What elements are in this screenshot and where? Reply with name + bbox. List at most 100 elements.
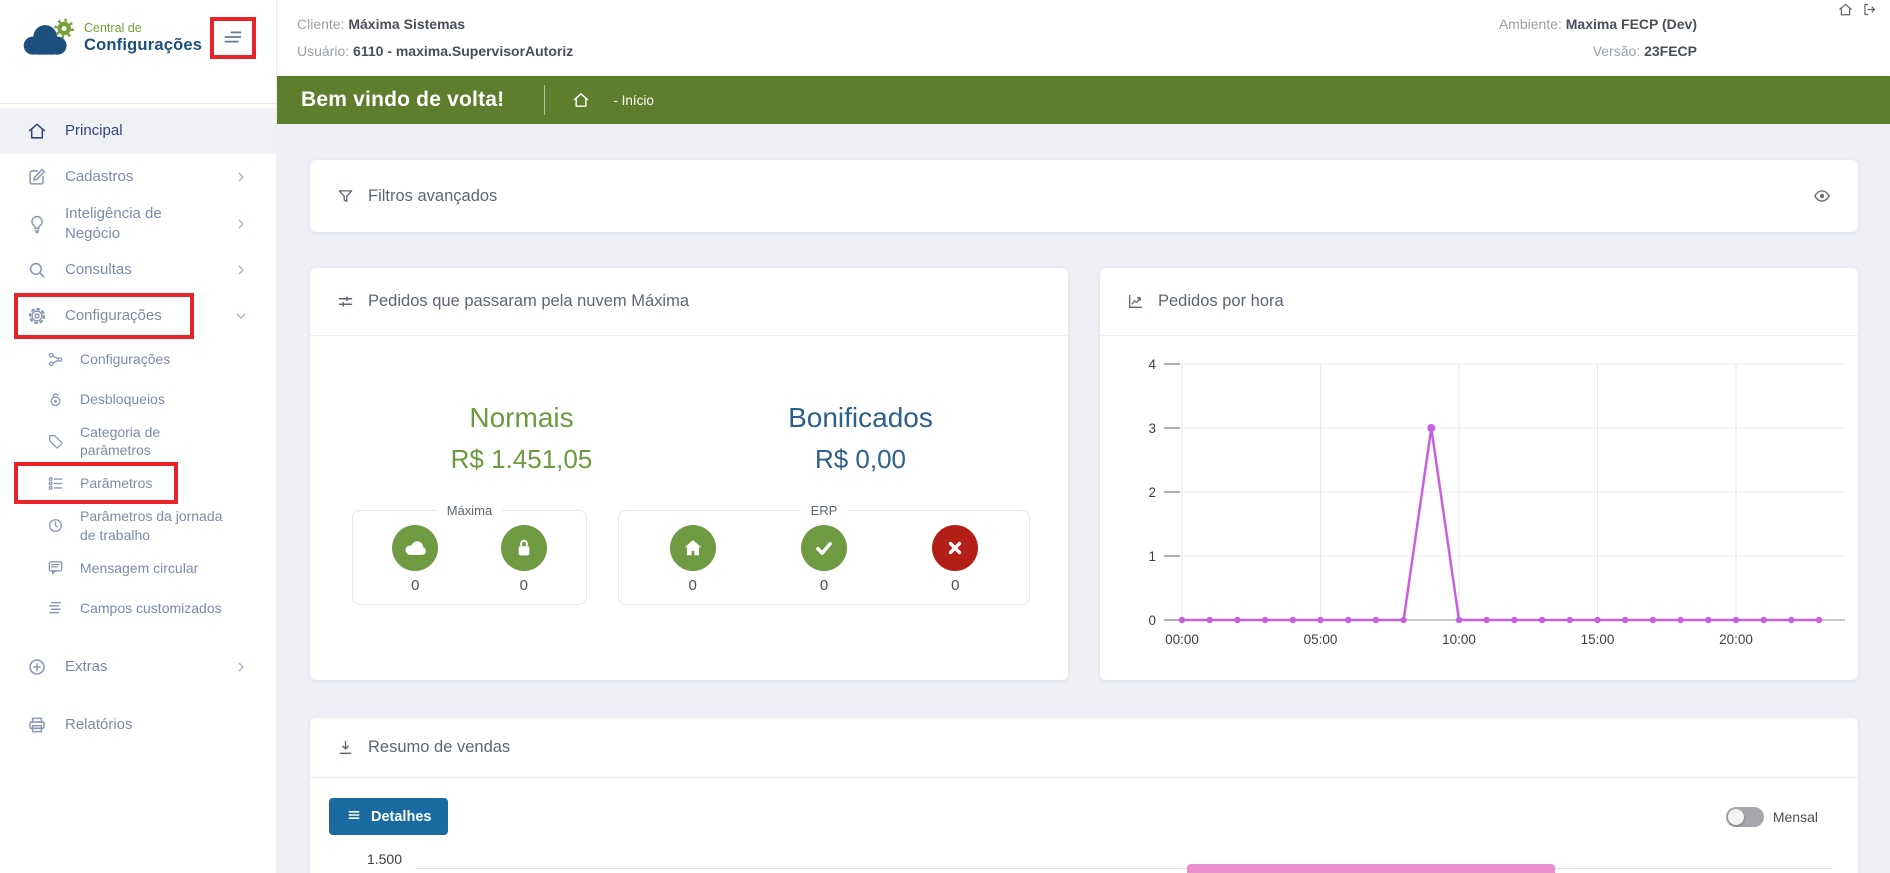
details-button-label: Detalhes (371, 809, 431, 825)
page-content: Filtros avançados Pedidos que passaram p… (277, 124, 1890, 873)
status-groups: Máxima00ERP000 (352, 510, 1030, 605)
sidebar-item-label: Configurações (65, 306, 233, 326)
stat-value: R$ 1.451,05 (352, 444, 691, 475)
sidebar-item-configuracoes[interactable]: Configurações (0, 293, 276, 339)
orders-per-hour-card: Pedidos por hora 0123400:0005:0010:0015:… (1100, 268, 1858, 680)
client-info: Cliente: Máxima Sistemas (297, 11, 573, 38)
search-icon (26, 259, 48, 281)
sidebar-item-parametros-da-jornada-de-trabalho[interactable]: Parâmetros da jornada de trabalho (0, 503, 276, 547)
home-circle-icon (670, 525, 716, 571)
main-area: Cliente: Máxima Sistemas Usuário: 6110 -… (277, 0, 1890, 873)
app-root: Central de Configurações Principal Cadast… (0, 0, 1890, 873)
status-lock: 0 (488, 525, 560, 594)
orders-card-body: Normais R$ 1.451,05 Bonificados R$ 0,00 … (310, 336, 1068, 680)
sidebar-item-mensagem-circular[interactable]: Mensagem circular (0, 548, 276, 588)
list-icon (46, 472, 65, 494)
logo-line2: Configurações (84, 36, 202, 55)
logout-icon[interactable] (1861, 1, 1878, 18)
status-count: 0 (951, 577, 959, 594)
download-icon (336, 738, 355, 757)
home-icon[interactable] (1837, 1, 1854, 18)
sidebar-item-campos-customizados[interactable]: Campos customizados (0, 588, 276, 628)
topbar: Cliente: Máxima Sistemas Usuário: 6110 -… (277, 0, 1890, 76)
stat-value: R$ 0,00 (691, 444, 1030, 475)
app-logo: Central de Configurações (20, 18, 202, 58)
printer-icon (26, 714, 48, 736)
monthly-toggle[interactable] (1726, 807, 1764, 827)
sidebar-item-parametros[interactable]: Parâmetros (0, 463, 276, 503)
sidebar-item-label: Consultas (65, 260, 233, 280)
edit-icon (26, 166, 48, 188)
cloud-orders-card: Pedidos que passaram pela nuvem Máxima N… (310, 268, 1068, 680)
plus-icon (26, 656, 48, 678)
svg-text:05:00: 05:00 (1304, 632, 1338, 647)
sales-controls: Detalhes Mensal (310, 778, 1858, 835)
home-icon[interactable] (571, 90, 591, 110)
x-circle-icon (932, 525, 978, 571)
chevron-right-icon (233, 216, 249, 232)
breadcrumb: - Início (613, 93, 654, 108)
sidebar-item-categoria-de-parametros[interactable]: Categoria de parâmetros (0, 419, 276, 463)
sidebar-item-extras[interactable]: Extras (0, 644, 276, 690)
annotation-box-menu-toggle (210, 17, 256, 59)
stack-icon (46, 597, 65, 619)
sales-y-tick-label: 1.500 (310, 851, 402, 867)
unlock-icon (46, 388, 65, 410)
sidebar-item-label: Mensagem circular (80, 559, 249, 577)
sidebar-item-label: Cadastros (65, 167, 233, 187)
user-info: Usuário: 6110 - maxima.SupervisorAutoriz (297, 38, 573, 65)
topbar-actions (1837, 1, 1878, 18)
sidebar-item-relatorios[interactable]: Relatórios (0, 702, 276, 748)
sales-summary-card: Resumo de vendas Detalhes Mensal 1.500 (310, 718, 1858, 873)
hamburger-menu-icon (221, 25, 245, 52)
hourly-card-header: Pedidos por hora (1100, 268, 1858, 336)
status-check: 0 (788, 525, 860, 594)
sidebar-item-inteligencia-de-negocio[interactable]: Inteligência de Negócio (0, 200, 276, 247)
tag-icon (46, 430, 65, 452)
svg-text:15:00: 15:00 (1581, 632, 1615, 647)
cloud-gear-logo-icon (20, 18, 76, 58)
sidebar-item-desbloqueios[interactable]: Desbloqueios (0, 379, 276, 419)
monthly-toggle-label: Mensal (1773, 809, 1818, 825)
stat-label: Normais (352, 402, 691, 434)
sales-gridline (415, 868, 1833, 869)
svg-text:3: 3 (1148, 421, 1156, 436)
svg-text:0: 0 (1148, 613, 1156, 628)
svg-text:20:00: 20:00 (1719, 632, 1753, 647)
bonus-orders-stat: Bonificados R$ 0,00 (691, 402, 1030, 475)
clock-icon (46, 515, 65, 537)
sidebar-item-label: Inteligência de Negócio (65, 204, 233, 243)
hourly-card-title: Pedidos por hora (1158, 292, 1284, 311)
details-button[interactable]: Detalhes (329, 798, 448, 835)
nodes-icon (46, 348, 65, 370)
sliders-icon (336, 292, 355, 311)
home-icon (26, 120, 48, 142)
svg-text:1: 1 (1148, 549, 1156, 564)
environment-block: Ambiente: Maxima FECP (Dev) Versão: 23FE… (1499, 11, 1890, 65)
svg-text:2: 2 (1148, 485, 1156, 500)
status-cloud: 0 (379, 525, 451, 594)
status-count: 0 (520, 577, 528, 594)
filter-funnel-icon (336, 187, 355, 206)
sidebar-item-label: Desbloqueios (80, 390, 249, 408)
group-maxima: Máxima00 (352, 510, 587, 605)
period-toggle-group: Mensal (1726, 807, 1838, 827)
sales-card-title: Resumo de vendas (368, 738, 510, 757)
status-count: 0 (411, 577, 419, 594)
sidebar-item-configuracoes-sub[interactable]: Configurações (0, 339, 276, 379)
divider (544, 85, 545, 115)
sidebar-item-label: Parâmetros (80, 474, 249, 492)
chevron-right-icon (233, 659, 249, 675)
sidebar-item-consultas[interactable]: Consultas (0, 247, 276, 293)
sidebar-toggle-button[interactable] (215, 22, 251, 54)
status-count: 0 (688, 577, 696, 594)
banner-title: Bem vindo de volta! (301, 88, 504, 112)
orders-card-title: Pedidos que passaram pela nuvem Máxima (368, 292, 689, 311)
svg-text:00:00: 00:00 (1165, 632, 1199, 647)
sidebar-item-cadastros[interactable]: Cadastros (0, 154, 276, 200)
eye-icon[interactable] (1812, 186, 1832, 206)
logo-text: Central de Configurações (84, 21, 202, 55)
sidebar-item-principal[interactable]: Principal (0, 108, 276, 154)
sidebar-item-label: Parâmetros da jornada de trabalho (80, 507, 249, 543)
sidebar-item-label: Extras (65, 657, 233, 677)
